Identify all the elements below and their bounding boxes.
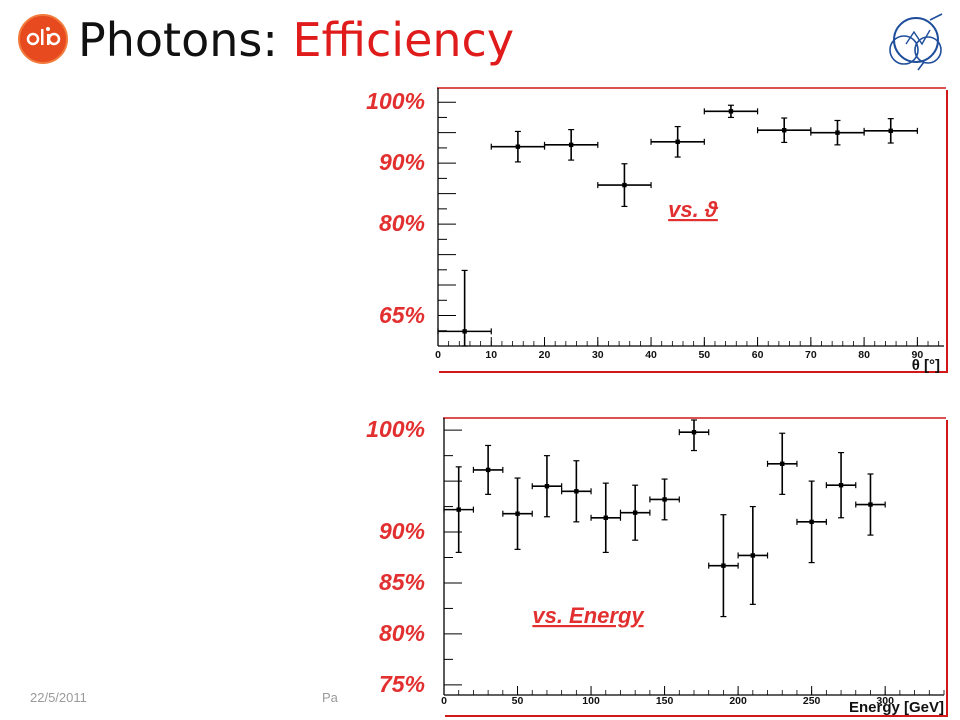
data-point	[543, 129, 599, 161]
point-marker	[750, 553, 756, 558]
data-point	[437, 269, 492, 347]
x-tick-label: 0	[441, 695, 447, 707]
data-point	[502, 477, 533, 550]
title-prefix: Photons:	[78, 13, 293, 67]
data-point	[619, 484, 651, 541]
point-marker	[838, 482, 844, 488]
x-axis-label: Energy [GeV]	[849, 699, 944, 716]
point-marker	[809, 519, 814, 525]
y-tick-label: 80%	[378, 619, 425, 646]
point-marker	[728, 109, 734, 114]
x-tick-label: 50	[698, 349, 710, 361]
y-tick-label: 100%	[366, 416, 425, 443]
data-point	[649, 478, 680, 521]
y-tick-label: 85%	[378, 568, 425, 595]
y-tick-label: 100%	[366, 88, 425, 115]
x-tick-label: 250	[803, 695, 821, 707]
data-point	[597, 163, 652, 208]
slide-title: Photons: Efficiency	[78, 10, 514, 70]
point-marker	[515, 144, 521, 149]
x-tick-label: 10	[485, 349, 497, 361]
x-tick-label: 60	[752, 349, 764, 361]
point-marker	[544, 484, 550, 489]
data-point	[825, 451, 857, 519]
x-tick-label: 40	[645, 349, 657, 361]
clic-logo-icon	[18, 14, 68, 64]
point-marker	[462, 329, 467, 334]
x-tick-label: 20	[539, 349, 551, 361]
x-tick-label: 50	[512, 695, 524, 707]
data-point	[590, 482, 622, 554]
y-tick-label: 90%	[378, 518, 425, 545]
data-point	[708, 514, 739, 618]
point-marker	[691, 430, 697, 435]
x-axis-label: θ [°]	[912, 357, 940, 374]
point-marker	[868, 502, 873, 507]
point-marker	[456, 507, 461, 512]
data-point	[443, 466, 475, 554]
x-tick-label: 90	[912, 349, 924, 361]
y-tick-label: 80%	[378, 210, 425, 237]
footer-page-label: Pa	[322, 690, 338, 705]
data-point	[855, 473, 886, 536]
y-tick-label: 90%	[378, 149, 425, 176]
frame-background	[443, 418, 946, 715]
point-marker	[574, 489, 579, 494]
title-accent: Efficiency	[292, 13, 515, 67]
x-tick-label: 300	[876, 695, 894, 707]
frame-background	[437, 88, 946, 371]
data-point	[766, 432, 798, 495]
cern-logo-icon	[889, 13, 943, 71]
x-tick-label: 100	[582, 695, 600, 707]
point-marker	[888, 128, 893, 134]
point-marker	[603, 515, 608, 520]
chart-annotation: vs. Energy	[532, 603, 645, 628]
data-point	[531, 455, 563, 518]
point-marker	[780, 461, 785, 466]
y-tick-label: 75%	[378, 670, 425, 697]
x-tick-label: 200	[729, 695, 747, 707]
x-tick-label: 0	[435, 349, 441, 361]
data-point	[650, 125, 705, 158]
point-marker	[782, 128, 787, 133]
data-point	[561, 460, 592, 523]
point-marker	[662, 497, 667, 502]
point-marker	[675, 139, 680, 145]
x-tick-label: 150	[656, 695, 674, 707]
x-tick-label: 30	[592, 349, 604, 361]
point-marker	[622, 182, 627, 188]
data-point	[863, 118, 918, 144]
theta-efficiency-chart: 0 10 20 30 40 50 60 70 80 90θ [°] vs. ϑ	[435, 87, 948, 374]
footer-date: 22/5/2011	[30, 690, 87, 705]
point-marker	[568, 142, 574, 148]
data-point	[796, 480, 827, 564]
point-marker	[632, 510, 638, 515]
y-tick-label: 65%	[378, 301, 425, 328]
chart-annotation: vs. ϑ	[668, 197, 719, 222]
data-point	[737, 505, 769, 605]
x-tick-label: 80	[858, 349, 870, 361]
point-marker	[835, 130, 840, 135]
x-tick-label: 70	[805, 349, 817, 361]
data-point	[678, 419, 710, 452]
data-point	[703, 104, 759, 119]
point-marker	[485, 467, 491, 473]
point-marker	[515, 511, 520, 516]
data-point	[472, 444, 504, 495]
point-marker	[721, 563, 726, 568]
